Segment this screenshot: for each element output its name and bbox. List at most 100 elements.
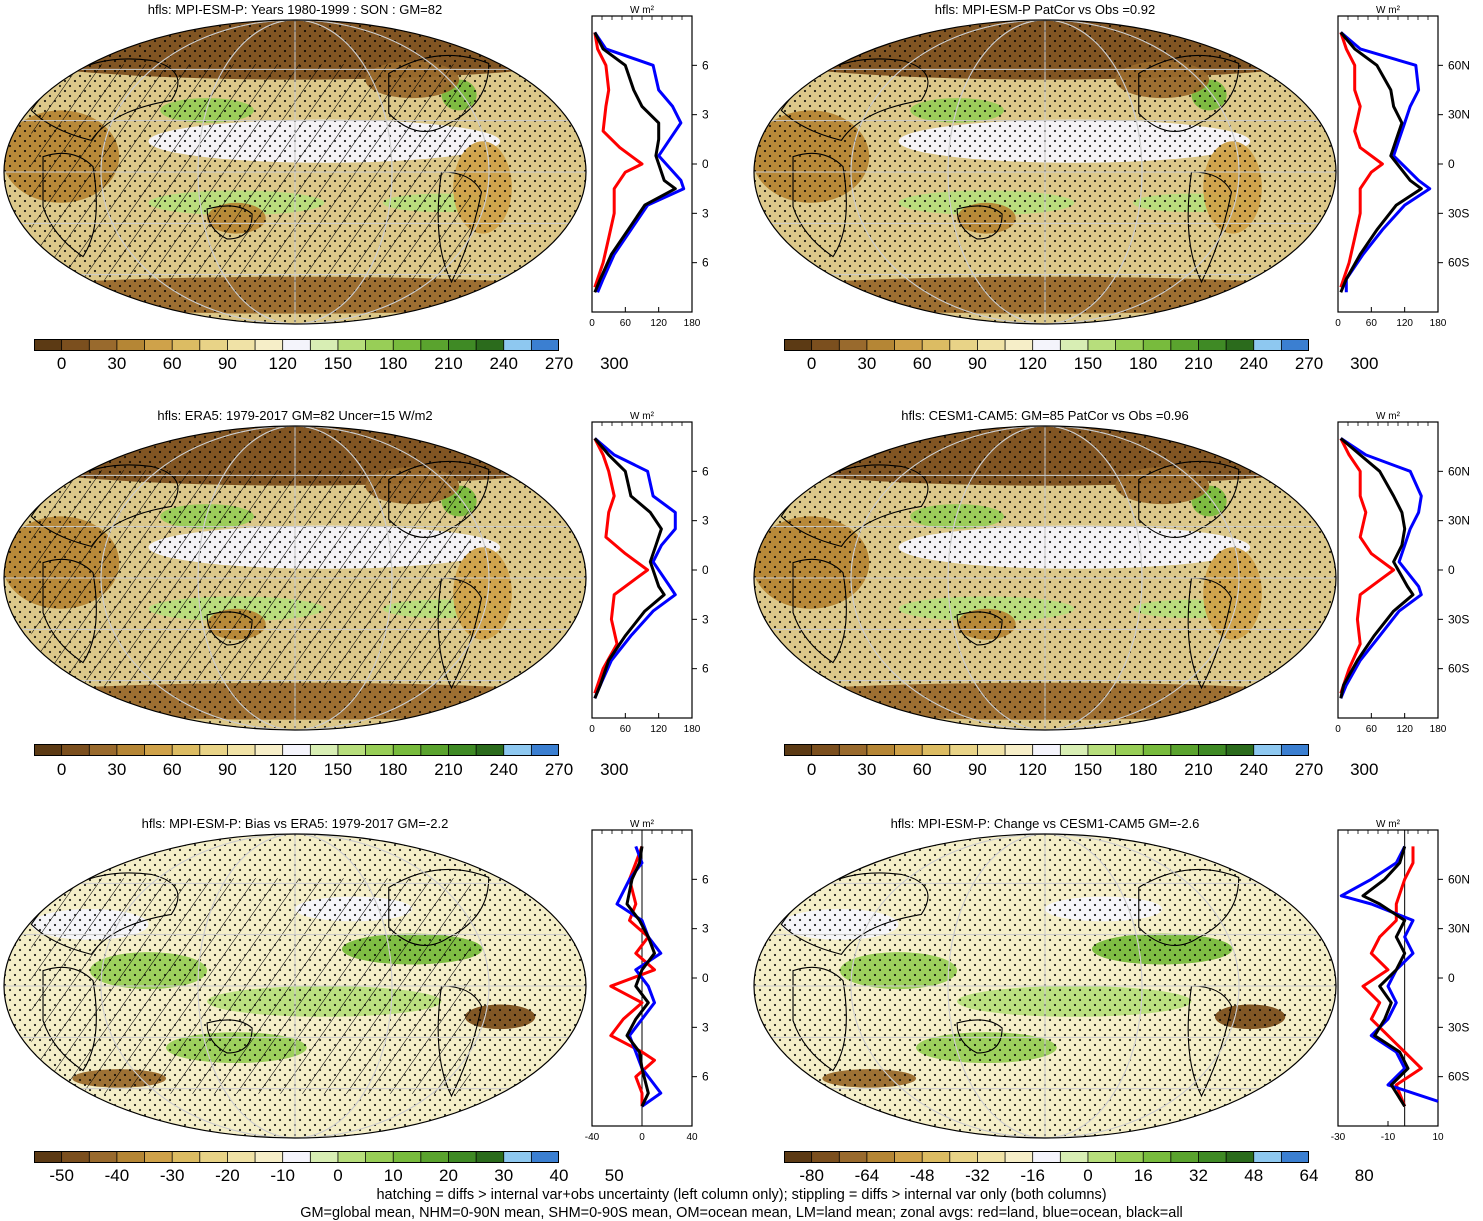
colorbar-swatch — [1087, 1151, 1116, 1163]
zonal-x-label: 120 — [650, 318, 667, 329]
colorbar-swatch — [949, 1151, 978, 1163]
colorbar — [784, 744, 1309, 756]
zonal-x-label: 60 — [620, 724, 632, 735]
zonal-line-ocean — [1339, 31, 1432, 293]
zonal-mean-plot: W m² 60N 30N 0 30S 60S 0 60 120 180 — [1335, 411, 1469, 735]
colorbar-tick-label: 240 — [1239, 354, 1268, 373]
map-title: hfls: MPI-ESM-P: Bias vs ERA5: 1979-2017… — [141, 816, 449, 831]
zonal-lat-label: 30S — [1448, 612, 1469, 626]
world-map — [3, 425, 587, 731]
zonal-line-land — [1339, 437, 1396, 694]
caption-line-1: hatching = diffs > internal var+obs unce… — [376, 1187, 1107, 1203]
colorbar-swatch — [1087, 744, 1116, 756]
colorbar-tick-label: 80 — [1354, 1166, 1374, 1185]
zonal-x-label: 0 — [589, 318, 595, 329]
colorbar-swatch — [531, 1151, 559, 1163]
colorbar-tick-label: 20 — [439, 1166, 458, 1185]
zonal-unit-label: W m² — [630, 411, 655, 422]
colorbar-tick-label: 150 — [1073, 354, 1103, 373]
colorbar-tick-label: 0 — [1083, 1166, 1093, 1185]
zonal-lat-label: 60S — [1448, 256, 1469, 270]
colorbar-tick-label: -16 — [1020, 1166, 1045, 1185]
colorbar-swatch — [393, 1151, 422, 1163]
zonal-lat-label: 60S — [702, 1070, 708, 1084]
colorbar-swatch — [1060, 339, 1089, 351]
colorbar-swatch — [1032, 744, 1061, 756]
colorbar-tick-label: 30 — [857, 760, 877, 779]
colorbar-swatch — [172, 339, 201, 351]
zonal-line-all — [1339, 31, 1423, 293]
zonal-lat-label: 60N — [702, 872, 708, 886]
colorbar-tick-label: 90 — [217, 760, 237, 779]
colorbar-swatch — [255, 339, 283, 351]
colorbar-swatch — [1143, 744, 1172, 756]
colorbar-swatch — [144, 744, 173, 756]
colorbar-tick-label: -32 — [965, 1166, 990, 1185]
colorbar-swatch — [894, 744, 923, 756]
world-map — [753, 19, 1337, 325]
zonal-x-label: 120 — [1396, 724, 1413, 735]
zonal-x-label: 180 — [1430, 724, 1447, 735]
colorbar-swatch — [34, 744, 62, 756]
colorbar-tick-label: 300 — [1350, 760, 1379, 779]
world-map — [3, 19, 587, 325]
zonal-line-all — [625, 846, 656, 1107]
colorbar-swatch — [1005, 744, 1033, 756]
zonal-line-land — [609, 845, 656, 1107]
colorbar-swatch — [1170, 1151, 1199, 1163]
colorbar-swatch — [811, 339, 840, 351]
zonal-lat-label: 30N — [1448, 514, 1469, 528]
map-title: hfls: MPI-ESM-P PatCor vs Obs =0.92 — [934, 2, 1156, 17]
colorbar-swatch — [337, 1151, 366, 1163]
colorbar-swatch — [839, 744, 868, 756]
colorbar-swatch — [89, 339, 118, 351]
zonal-x-label: 180 — [684, 724, 701, 735]
colorbar-tick-label: 0 — [56, 760, 67, 779]
colorbar-tick-label: 270 — [544, 760, 574, 779]
colorbar-swatch — [1143, 339, 1172, 351]
colorbar-tick-label: 48 — [1244, 1166, 1264, 1185]
zonal-lat-label: 30N — [1448, 108, 1469, 122]
colorbar-swatch — [866, 744, 895, 756]
colorbar-swatch — [227, 1151, 256, 1163]
colorbar-swatch — [1170, 744, 1199, 756]
colorbar-swatch — [255, 744, 283, 756]
colorbar-tick-label: 180 — [379, 354, 408, 373]
colorbar-swatch — [89, 744, 118, 756]
zonal-lat-label: 60S — [702, 256, 708, 270]
zonal-lat-label: 0 — [1448, 563, 1455, 577]
colorbar — [784, 339, 1309, 351]
colorbar-swatch — [1032, 339, 1061, 351]
zonal-mean-plot: W m² 60N 30N 0 30S 60S -40 0 40 — [585, 819, 708, 1143]
colorbar-swatch — [476, 1151, 505, 1163]
colorbar-swatch — [1115, 744, 1144, 756]
zonal-lat-label: 60N — [1448, 58, 1469, 72]
colorbar-swatch — [310, 339, 339, 351]
colorbar-tick-label: 90 — [217, 354, 237, 373]
colorbar-tick-label: 240 — [1239, 760, 1268, 779]
colorbar-swatch — [866, 339, 895, 351]
colorbar-swatch — [365, 1151, 394, 1163]
colorbar-swatch — [255, 1151, 283, 1163]
colorbar-tick-label: 270 — [1294, 760, 1324, 779]
colorbar-tick-label: 32 — [1189, 1166, 1208, 1185]
zonal-line-all — [1361, 845, 1410, 1108]
colorbar-swatch — [365, 339, 394, 351]
colorbar-swatch — [949, 744, 978, 756]
zonal-x-label: 0 — [639, 1132, 645, 1143]
colorbar-swatch — [894, 1151, 923, 1163]
zonal-line-all — [593, 437, 666, 699]
colorbar-tick-label: 300 — [600, 760, 629, 779]
colorbar-swatch — [1253, 339, 1282, 351]
colorbar-swatch — [949, 339, 978, 351]
colorbar-swatch — [393, 339, 422, 351]
zonal-lat-label: 60S — [1448, 662, 1469, 676]
colorbar-tick-label: 180 — [1129, 354, 1158, 373]
map-title: hfls: ERA5: 1979-2017 GM=82 Uncer=15 W/m… — [157, 408, 433, 423]
colorbar-swatch — [922, 744, 951, 756]
colorbar-swatch — [172, 744, 201, 756]
colorbar-swatch — [227, 339, 256, 351]
zonal-lat-label: 60S — [1448, 1070, 1469, 1084]
colorbar-swatch — [393, 744, 422, 756]
colorbar-swatch — [1253, 1151, 1282, 1163]
